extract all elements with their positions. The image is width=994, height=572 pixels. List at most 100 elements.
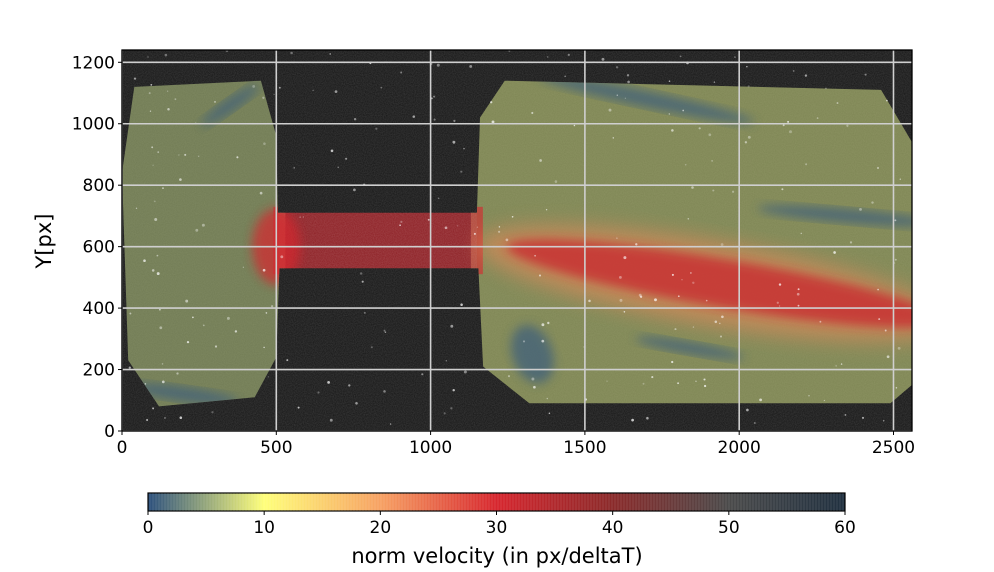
particle <box>746 408 749 412</box>
particle <box>638 293 642 297</box>
particle <box>601 57 605 61</box>
particle <box>400 71 403 74</box>
particle <box>384 331 387 333</box>
particle <box>734 56 736 59</box>
particle <box>631 418 634 422</box>
particle <box>588 299 591 303</box>
particle <box>399 224 401 227</box>
particle <box>779 305 781 307</box>
particle <box>156 272 160 276</box>
particle <box>262 268 266 272</box>
particle <box>412 115 416 118</box>
particle <box>849 241 853 244</box>
particle <box>619 298 623 302</box>
particle <box>353 188 356 192</box>
colorbar-label: norm velocity (in px/deltaT) <box>351 544 642 568</box>
particle <box>635 243 638 246</box>
particle <box>161 380 165 384</box>
particle <box>804 74 808 77</box>
particle <box>691 186 694 189</box>
particle <box>302 216 305 218</box>
particle <box>259 191 263 195</box>
particle <box>452 140 456 144</box>
particle <box>816 117 819 119</box>
particle <box>491 120 495 124</box>
particle <box>547 321 550 325</box>
particle <box>882 420 885 422</box>
particle <box>703 384 707 388</box>
particle <box>375 127 378 130</box>
particle <box>797 288 800 291</box>
particle <box>263 346 265 349</box>
particle <box>753 421 756 425</box>
particle <box>840 363 843 365</box>
particle <box>198 155 200 157</box>
particle <box>427 218 430 221</box>
particle <box>720 335 722 338</box>
particle <box>608 108 612 112</box>
particle <box>671 273 674 276</box>
particle <box>152 407 155 410</box>
particle <box>606 380 608 382</box>
particle <box>133 77 137 80</box>
particle <box>546 56 549 58</box>
particle <box>154 218 158 221</box>
particle <box>618 275 622 279</box>
particle <box>554 180 558 183</box>
particle <box>677 382 680 385</box>
particle <box>278 86 281 89</box>
particle <box>624 97 627 99</box>
particle <box>759 398 762 402</box>
particle <box>383 390 386 393</box>
colorbar-gradient <box>147 492 846 512</box>
particle <box>713 81 716 83</box>
particle <box>146 418 149 422</box>
particle <box>370 346 373 349</box>
particle <box>886 355 890 359</box>
particle <box>345 157 348 160</box>
particle <box>531 111 534 115</box>
particle <box>835 364 838 367</box>
particle <box>721 315 724 319</box>
particle <box>833 251 836 254</box>
x-tick-label: 1500 <box>563 438 606 458</box>
particle <box>711 160 713 162</box>
particle <box>884 329 887 332</box>
particle <box>836 102 839 104</box>
right-upper-slow-band <box>539 80 755 124</box>
particle <box>252 84 256 88</box>
jet-core <box>506 239 912 328</box>
particle <box>808 395 810 397</box>
particle <box>623 256 627 260</box>
particle <box>280 255 284 259</box>
particle <box>476 226 479 228</box>
y-tick-label: 800 <box>83 176 115 196</box>
particle <box>290 51 293 55</box>
colorbar-tick-label: 30 <box>486 518 508 538</box>
particle <box>297 406 300 409</box>
particle <box>747 85 750 88</box>
particle <box>334 90 338 93</box>
colorbar-tick-label: 50 <box>718 518 740 538</box>
particle <box>539 159 542 162</box>
particle <box>719 322 721 325</box>
particle <box>567 53 570 57</box>
colorbar: 0 10 20 30 40 50 60 norm velocity (in px/delta… <box>143 492 856 568</box>
x-tick-label: 1000 <box>409 438 452 458</box>
particle <box>262 96 265 99</box>
x-tick-label: 2500 <box>872 438 915 458</box>
particle <box>789 130 792 134</box>
particle <box>682 109 685 112</box>
particle <box>897 346 901 350</box>
particle <box>267 376 269 378</box>
particle <box>473 232 476 235</box>
particle <box>639 295 643 298</box>
x-tick-label: 0 <box>117 438 128 458</box>
particle <box>400 220 403 224</box>
particle <box>436 63 440 67</box>
particle <box>286 359 289 362</box>
particle <box>273 93 275 95</box>
particle <box>450 324 454 328</box>
particle <box>348 384 351 387</box>
